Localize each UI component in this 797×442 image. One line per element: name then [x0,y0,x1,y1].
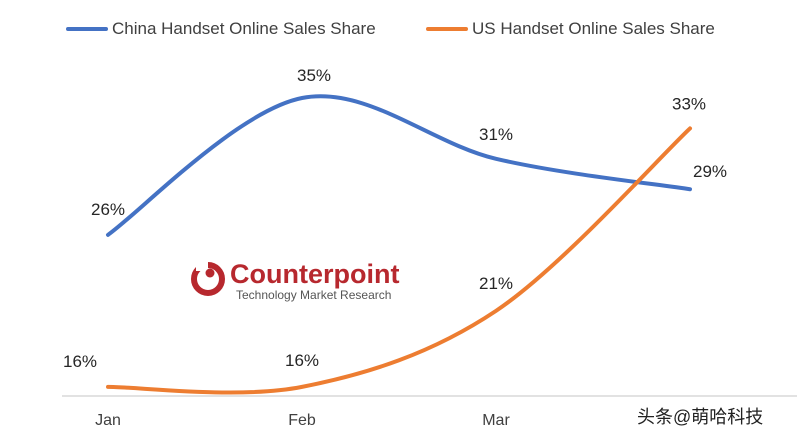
data-label-us-apr: 33% [672,94,706,113]
counterpoint-logo: Counterpoint Technology Market Research [191,259,399,302]
data-label-us-feb: 16% [285,351,319,370]
logo-tagline: Technology Market Research [236,288,391,302]
logo-name: Counterpoint [230,259,399,289]
legend: China Handset Online Sales Share US Hand… [66,19,715,38]
data-label-china-jan: 26% [91,200,125,219]
legend-label-china: China Handset Online Sales Share [112,19,376,38]
data-label-us-jan: 16% [63,352,97,371]
series-line-china [106,94,692,237]
data-label-china-feb: 35% [297,66,331,85]
counterpoint-logo-icon [191,262,225,296]
data-label-us-mar: 21% [479,274,513,293]
data-label-china-mar: 31% [479,125,513,144]
data-label-china-apr: 29% [693,162,727,181]
series-line-us [106,126,692,395]
x-tick-label-jan: Jan [95,412,121,429]
legend-label-us: US Handset Online Sales Share [472,19,715,38]
x-tick-label-feb: Feb [288,412,316,429]
x-tick-label-mar: Mar [482,412,510,429]
watermark: 头条@萌哈科技 [637,407,763,427]
